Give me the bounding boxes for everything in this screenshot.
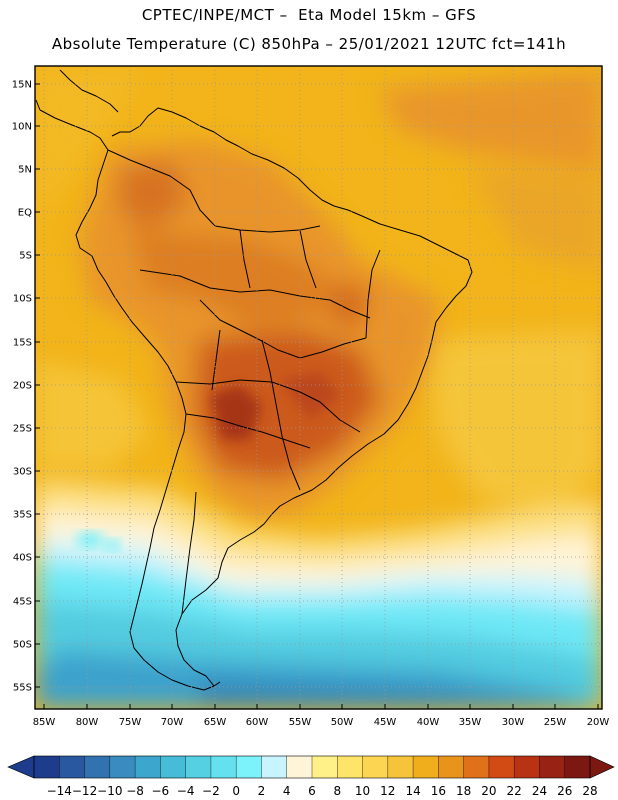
lat-label-25s: 25S <box>13 424 32 435</box>
colorbar-swatch <box>564 756 591 778</box>
title-line-1: CPTEC/INPE/MCT – Eta Model 15km – GFS <box>141 6 477 24</box>
colorbar-label: −6 <box>152 784 170 798</box>
colorbar-label: 28 <box>582 784 597 798</box>
colorbar-swatch <box>312 756 338 778</box>
lat-label-20s: 20S <box>13 381 32 392</box>
colorbar-label: 20 <box>481 784 496 798</box>
lon-label-20w: 20W <box>587 717 610 728</box>
lon-label-35w: 35W <box>459 717 482 728</box>
lat-label-15s: 15S <box>13 338 32 349</box>
colorbar-swatch <box>84 756 111 778</box>
colorbar-label: −14 <box>47 784 72 798</box>
colorbar-swatch <box>185 756 212 778</box>
colorbar-low-arrow <box>7 755 35 779</box>
coastline-borders <box>35 69 473 691</box>
colorbar-label: −8 <box>126 784 144 798</box>
lat-label-5s: 5S <box>19 251 32 262</box>
lon-label-85w: 85W <box>33 717 56 728</box>
colorbar-swatch <box>109 756 136 778</box>
colorbar-label: 14 <box>405 784 420 798</box>
lat-label-40s: 40S <box>13 553 32 564</box>
colorbar-swatch <box>463 756 490 778</box>
colorbar-label: 26 <box>557 784 572 798</box>
colorbar-label: 4 <box>283 784 291 798</box>
lat-label-55s: 55S <box>13 683 32 694</box>
colorbar-swatch <box>210 756 237 778</box>
lat-label-15n: 15N <box>12 80 32 91</box>
title-line-2: Absolute Temperature (C) 850hPa – 25/01/… <box>51 35 567 53</box>
lon-label-60w: 60W <box>246 717 269 728</box>
lat-label-eq: EQ <box>18 208 32 219</box>
colorbar-label: 10 <box>355 784 370 798</box>
lat-label-45s: 45S <box>13 597 32 608</box>
colorbar-swatch <box>34 756 60 778</box>
latitude-labels: 15N 10N 5N EQ 5S 10S 15S 20S 25S 30S 35S 40S 45S 50S 5… <box>12 80 40 694</box>
colorbar-swatch <box>413 756 439 778</box>
colorbar-label: −4 <box>177 784 195 798</box>
lon-label-25w: 25W <box>544 717 567 728</box>
colorbar-swatch <box>514 756 540 778</box>
colorbar-label: −10 <box>97 784 122 798</box>
colorbar-label: 22 <box>507 784 522 798</box>
colorbar-swatch <box>59 756 85 778</box>
lat-label-50s: 50S <box>13 640 32 651</box>
colorbar-swatch <box>135 756 161 778</box>
lon-label-70w: 70W <box>161 717 184 728</box>
lat-label-10s: 10S <box>13 294 32 305</box>
colorbar-label: 12 <box>380 784 395 798</box>
lon-label-65w: 65W <box>204 717 227 728</box>
colorbar-swatch <box>337 756 363 778</box>
colorbar-swatch <box>539 756 566 778</box>
colorbar-label: 18 <box>456 784 471 798</box>
colorbar-label: −2 <box>202 784 220 798</box>
lon-label-55w: 55W <box>289 717 312 728</box>
lon-label-75w: 75W <box>119 717 142 728</box>
lat-label-35s: 35S <box>13 510 32 521</box>
lat-lon-grid <box>35 66 602 709</box>
colorbar-swatch <box>488 756 515 778</box>
colorbar-label: 8 <box>333 784 341 798</box>
colorbar-swatch <box>387 756 414 778</box>
lon-label-50w: 50W <box>331 717 354 728</box>
colorbar-label: 0 <box>232 784 240 798</box>
temperature-field <box>35 66 602 709</box>
colorbar-label: 16 <box>431 784 446 798</box>
colorbar-swatch <box>261 756 288 778</box>
colorbar-label: 6 <box>308 784 316 798</box>
lon-label-40w: 40W <box>417 717 440 728</box>
colorbar-swatch <box>438 756 465 778</box>
colorbar-swatch <box>160 756 187 778</box>
colorbar: −14 −12 −10 −8 −6 −4 −2 0 2 4 6 8 10 12 14 16 18 20 22 24 26… <box>7 755 615 798</box>
colorbar-label: −12 <box>72 784 97 798</box>
map-frame <box>34 65 603 710</box>
lon-label-80w: 80W <box>76 717 99 728</box>
lon-label-30w: 30W <box>502 717 525 728</box>
colorbar-swatch <box>236 756 262 778</box>
colorbar-swatch <box>286 756 313 778</box>
lat-label-30s: 30S <box>13 467 32 478</box>
colorbar-label: 2 <box>258 784 266 798</box>
lat-label-5n: 5N <box>18 165 32 176</box>
longitude-labels: 85W 80W 75W 70W 65W 60W 55W 50W 45W 40W 35W 30W 25W 2… <box>33 704 610 728</box>
colorbar-high-arrow <box>589 755 615 779</box>
lon-label-45w: 45W <box>374 717 397 728</box>
colorbar-swatch <box>362 756 389 778</box>
colorbar-label: 24 <box>532 784 547 798</box>
lat-label-10n: 10N <box>12 122 32 133</box>
